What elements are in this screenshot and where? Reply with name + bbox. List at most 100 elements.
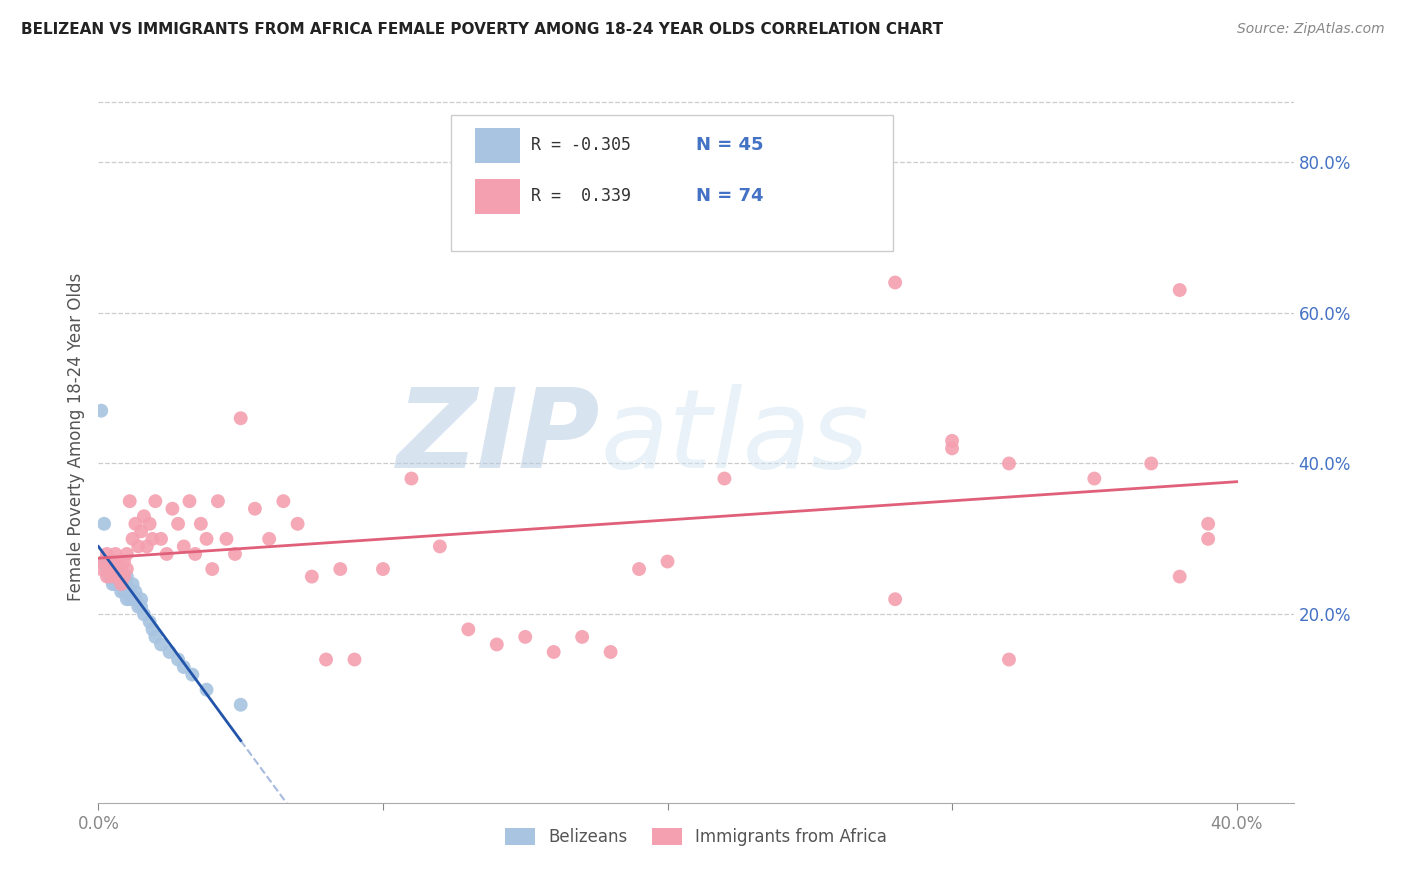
Text: ZIP: ZIP [396,384,600,491]
FancyBboxPatch shape [475,128,520,163]
Point [371,562,394,576]
Text: R =  0.339: R = 0.339 [531,187,631,205]
Point [90,562,112,576]
Point [485,637,508,651]
Point [118,592,141,607]
Point [98,569,121,583]
Point [1140,457,1163,471]
Point [429,540,451,554]
Text: N = 74: N = 74 [696,187,763,205]
Point [115,592,138,607]
Point [195,532,218,546]
Point [884,592,907,607]
Point [657,554,679,568]
Point [184,547,207,561]
Point [1168,569,1191,583]
Point [98,562,121,576]
Point [173,540,195,554]
Point [156,547,179,561]
Point [110,577,132,591]
Point [115,569,138,583]
Point [167,516,190,531]
Point [167,652,190,666]
Point [135,540,157,554]
Point [201,562,224,576]
Point [143,630,166,644]
Point [96,547,118,561]
Point [96,569,118,583]
Point [107,569,129,583]
Point [229,698,252,712]
Point [115,562,138,576]
Point [599,645,621,659]
Point [173,660,195,674]
Point [150,532,173,546]
Point [121,592,143,607]
Point [104,577,127,591]
Point [143,494,166,508]
Point [195,682,218,697]
Legend: Belizeans, Immigrants from Africa: Belizeans, Immigrants from Africa [498,822,894,853]
Point [628,562,651,576]
Point [93,554,115,568]
Point [101,577,124,591]
Point [138,615,160,629]
Point [1083,471,1105,485]
Point [132,607,155,622]
Point [401,471,423,485]
FancyBboxPatch shape [451,115,893,251]
Point [150,637,173,651]
Point [115,547,138,561]
Point [571,630,593,644]
Point [112,569,135,583]
Point [90,403,112,417]
Point [181,667,204,681]
Point [110,562,132,576]
Point [127,540,149,554]
Point [101,569,124,583]
Point [884,276,907,290]
Point [121,532,143,546]
Point [118,584,141,599]
Point [129,592,152,607]
Point [1197,516,1219,531]
Point [93,554,115,568]
Point [107,569,129,583]
FancyBboxPatch shape [475,179,520,214]
Point [112,584,135,599]
Point [713,471,735,485]
Point [243,501,266,516]
Point [343,652,366,666]
Point [101,569,124,583]
Point [329,562,352,576]
Point [98,569,121,583]
Point [162,501,184,516]
Point [101,554,124,568]
Point [101,562,124,576]
Point [124,584,146,599]
Point [941,434,963,448]
Point [1197,532,1219,546]
Point [141,532,163,546]
Point [104,562,127,576]
Text: R = -0.305: R = -0.305 [531,136,631,154]
Point [229,411,252,425]
Point [93,516,115,531]
Point [124,516,146,531]
Point [110,569,132,583]
Point [98,562,121,576]
Point [96,554,118,568]
Point [110,569,132,583]
Point [112,554,135,568]
Point [301,569,323,583]
Point [543,645,565,659]
Point [107,577,129,591]
Point [1168,283,1191,297]
Point [127,599,149,614]
Point [138,516,160,531]
Point [129,524,152,539]
Point [515,630,537,644]
Text: atlas: atlas [600,384,869,491]
Point [112,569,135,583]
Point [315,652,337,666]
